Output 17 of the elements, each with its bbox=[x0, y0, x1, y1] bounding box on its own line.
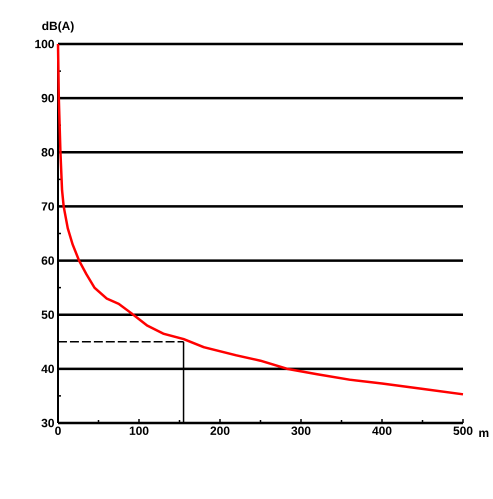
x-tick-label: 100 bbox=[130, 426, 148, 435]
y-tick-label: 50 bbox=[42, 310, 54, 319]
y-tick-label: 80 bbox=[42, 148, 54, 157]
y-tick-label: 60 bbox=[42, 256, 54, 265]
y-tick-label: 30 bbox=[41, 418, 54, 428]
x-tick-label: 400 bbox=[372, 426, 392, 435]
y-tick-label: 70 bbox=[42, 202, 54, 211]
y-tick-label: 100 bbox=[35, 40, 54, 48]
y-tick-label: 90 bbox=[42, 94, 54, 102]
line-series bbox=[56, 42, 464, 396]
y-axis-title: dB(A) bbox=[42, 21, 74, 33]
x-tick-label: 0 bbox=[55, 426, 61, 435]
y-tick-label: 40 bbox=[41, 364, 54, 374]
x-axis-title: m bbox=[479, 430, 488, 437]
x-tick-label: 200 bbox=[210, 426, 230, 435]
x-tick-label: 500 bbox=[453, 426, 472, 435]
x-tick-label: 300 bbox=[291, 426, 310, 436]
